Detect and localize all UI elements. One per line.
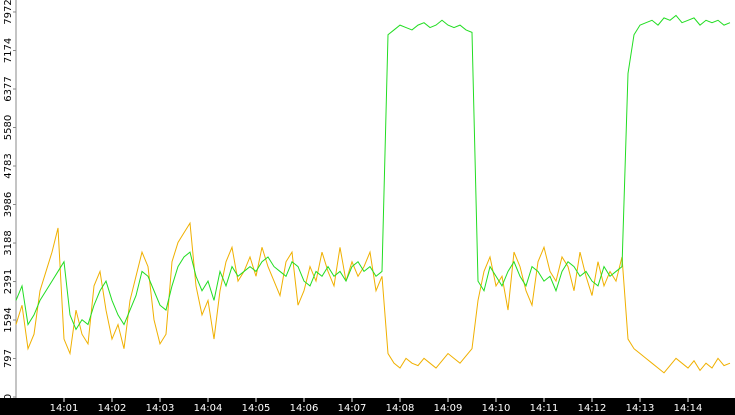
x-tick-label: 14:09: [434, 403, 463, 414]
y-tick-label: 6377: [3, 76, 14, 101]
x-tick-label: 14:08: [386, 403, 415, 414]
x-axis-bar: [0, 398, 735, 415]
y-tick-label: 2391: [3, 269, 14, 294]
y-tick-label: 7174: [3, 38, 14, 63]
x-tick-label: 14:07: [338, 403, 367, 414]
series-line: [15, 14, 731, 331]
y-tick-label: 5580: [3, 115, 14, 140]
y-tick-label: 0: [3, 394, 14, 400]
x-tick-label: 14:13: [626, 403, 655, 414]
y-tick-label: 7972: [3, 0, 14, 25]
y-tick-label: 797: [3, 349, 14, 368]
x-tick-label: 14:05: [242, 403, 271, 414]
x-tick-label: 14:11: [530, 403, 559, 414]
x-tick-label: 14:03: [146, 403, 175, 414]
x-tick-label: 14:01: [50, 403, 79, 414]
y-tick-label: 4783: [3, 153, 14, 178]
x-tick-label: 14:04: [194, 403, 223, 414]
x-tick-label: 14:02: [98, 403, 127, 414]
x-tick-label: 14:12: [578, 403, 607, 414]
x-tick-label: 14:14: [674, 403, 703, 414]
y-tick-label: 3986: [3, 192, 14, 217]
y-tick-label: 3188: [3, 230, 14, 255]
x-tick-label: 14:10: [482, 403, 511, 414]
y-tick-label: 1594: [3, 307, 14, 332]
x-tick-label: 14:06: [290, 403, 319, 414]
